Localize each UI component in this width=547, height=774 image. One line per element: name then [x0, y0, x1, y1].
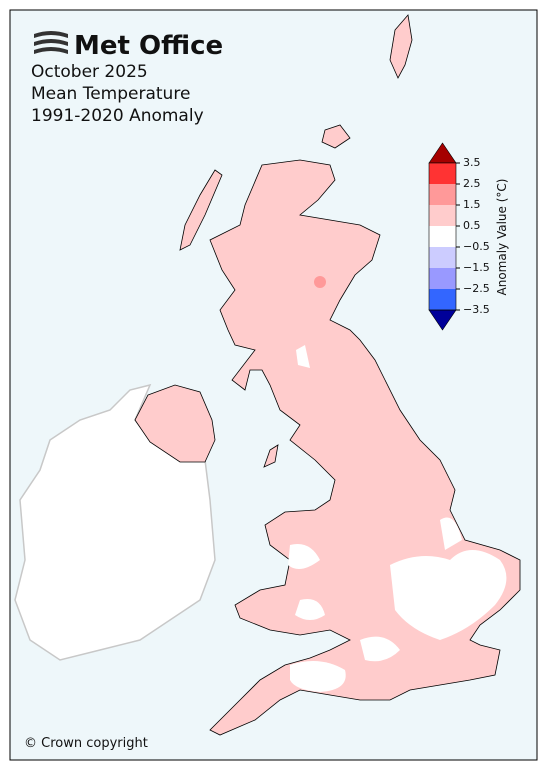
isle-of-man [263, 444, 279, 468]
colorbar-tick-label: −2.5 [463, 282, 490, 295]
near-normal-areas [288, 345, 507, 692]
colorbar-bin [429, 226, 456, 247]
colorbar-tick-label: 1.5 [463, 198, 481, 211]
colorbar-bin [429, 184, 456, 205]
colorbar-outline [428, 162, 457, 311]
colorbar-bin [429, 163, 456, 184]
copyright: © Crown copyright [24, 736, 148, 751]
colorbar-bin [429, 268, 456, 289]
logo-mark [34, 31, 68, 54]
colorbar-label: Anomaly Value (°C) [495, 179, 509, 296]
colorbar-tick-label: 2.5 [463, 177, 481, 190]
northern-ireland [134, 384, 216, 463]
warm-spot [314, 276, 326, 288]
colorbar-tick-label: 0.5 [463, 219, 481, 232]
title-line: Mean Temperature [31, 84, 190, 104]
colorbar-bin [429, 247, 456, 268]
title-line: October 2025 [31, 62, 148, 82]
colorbar-tick-label: 3.5 [463, 156, 481, 169]
colorbar-tick-label: −0.5 [463, 240, 490, 253]
colorbar-bin [429, 205, 456, 226]
colorbar-bin [429, 289, 456, 310]
orkney [321, 124, 351, 149]
logo-text: Met Office [74, 31, 223, 61]
title-line: 1991-2020 Anomaly [31, 106, 204, 126]
colorbar-tick-label: −1.5 [463, 261, 490, 274]
shetland [389, 14, 413, 79]
western-isles [179, 169, 223, 251]
colorbar-tick-label: −3.5 [463, 303, 490, 316]
